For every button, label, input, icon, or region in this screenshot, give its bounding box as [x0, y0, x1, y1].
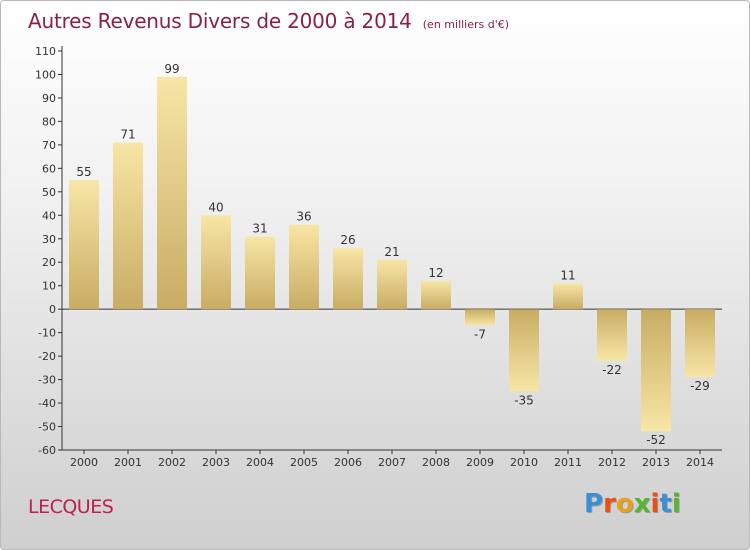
y-tick-label: 70: [42, 139, 56, 152]
y-tick-label: 20: [42, 256, 56, 269]
data-label-2006: 26: [340, 233, 355, 247]
data-label-2000: 55: [76, 165, 91, 179]
y-tick-label: 40: [42, 209, 56, 222]
logo-letter: o: [615, 489, 634, 519]
y-tick-label: 80: [42, 115, 56, 128]
x-tick-label-2004: 2004: [246, 456, 274, 469]
chart-title-block: Autres Revenus Divers de 2000 à 2014 (en…: [28, 9, 509, 33]
logo-letter: r: [603, 489, 616, 519]
logo-letter: i: [671, 489, 681, 519]
y-tick-label: 110: [35, 45, 56, 58]
bar-2000: [69, 180, 99, 310]
commune-name: LECQUES: [28, 496, 114, 518]
x-tick-label-2011: 2011: [554, 456, 582, 469]
y-tick-label: -30: [38, 374, 56, 387]
x-tick-label-2002: 2002: [158, 456, 186, 469]
bar-2009: [465, 309, 495, 326]
logo-letter: P: [584, 489, 604, 519]
bar-2002: [157, 76, 187, 310]
x-tick-label-2006: 2006: [334, 456, 362, 469]
bar-2008: [421, 281, 451, 310]
data-label-2002: 99: [164, 62, 179, 76]
data-label-2012: -22: [602, 363, 622, 377]
data-label-2014: -29: [690, 379, 710, 393]
y-tick-label: -40: [38, 397, 56, 410]
x-tick-label-2008: 2008: [422, 456, 450, 469]
y-tick-label: 0: [49, 303, 56, 316]
y-tick-label: 100: [35, 68, 56, 81]
x-tick-label-2014: 2014: [686, 456, 714, 469]
y-tick-label: -60: [38, 444, 56, 457]
bar-2005: [289, 224, 319, 310]
x-tick-label-2007: 2007: [378, 456, 406, 469]
y-tick-label: -20: [38, 350, 56, 363]
data-label-2007: 21: [384, 245, 399, 259]
bar-2004: [245, 236, 275, 310]
bar-2001: [113, 142, 143, 310]
bar-2012: [597, 309, 627, 361]
y-tick-label: 30: [42, 233, 56, 246]
logo-letter: x: [633, 489, 651, 519]
y-tick-label: 90: [42, 92, 56, 105]
x-tick-label-2013: 2013: [642, 456, 670, 469]
bar-2013: [641, 309, 671, 432]
data-label-2008: 12: [428, 266, 443, 280]
y-tick-label: 10: [42, 280, 56, 293]
y-tick-label: 60: [42, 162, 56, 175]
y-tick-label: 50: [42, 186, 56, 199]
bar-2006: [333, 248, 363, 310]
x-tick-label-2009: 2009: [466, 456, 494, 469]
data-label-2004: 31: [252, 221, 267, 235]
bar-2010: [509, 309, 539, 392]
proxiti-logo: Proxiti: [584, 489, 681, 519]
data-label-2009: -7: [474, 328, 486, 342]
data-label-2005: 36: [296, 210, 311, 224]
bar-2007: [377, 259, 407, 310]
x-tick-label-2010: 2010: [510, 456, 538, 469]
data-label-2011: 11: [560, 268, 575, 282]
x-tick-label-2003: 2003: [202, 456, 230, 469]
data-label-2010: -35: [514, 393, 534, 407]
x-tick-label-2012: 2012: [598, 456, 626, 469]
bar-2011: [553, 283, 583, 310]
chart-subtitle: (en milliers d'€): [422, 18, 510, 31]
bar-2003: [201, 215, 231, 310]
y-tick-label: -50: [38, 421, 56, 434]
x-tick-label-2000: 2000: [70, 456, 98, 469]
data-label-2003: 40: [208, 200, 223, 214]
bar-2014: [685, 309, 715, 378]
data-label-2013: -52: [646, 433, 666, 447]
x-tick-label-2001: 2001: [114, 456, 142, 469]
y-tick-label: -10: [38, 327, 56, 340]
x-tick-label-2005: 2005: [290, 456, 318, 469]
logo-letter: i: [650, 489, 660, 519]
logo-letter: t: [659, 489, 672, 519]
data-label-2001: 71: [120, 128, 135, 142]
chart-title: Autres Revenus Divers de 2000 à 2014: [28, 9, 412, 33]
